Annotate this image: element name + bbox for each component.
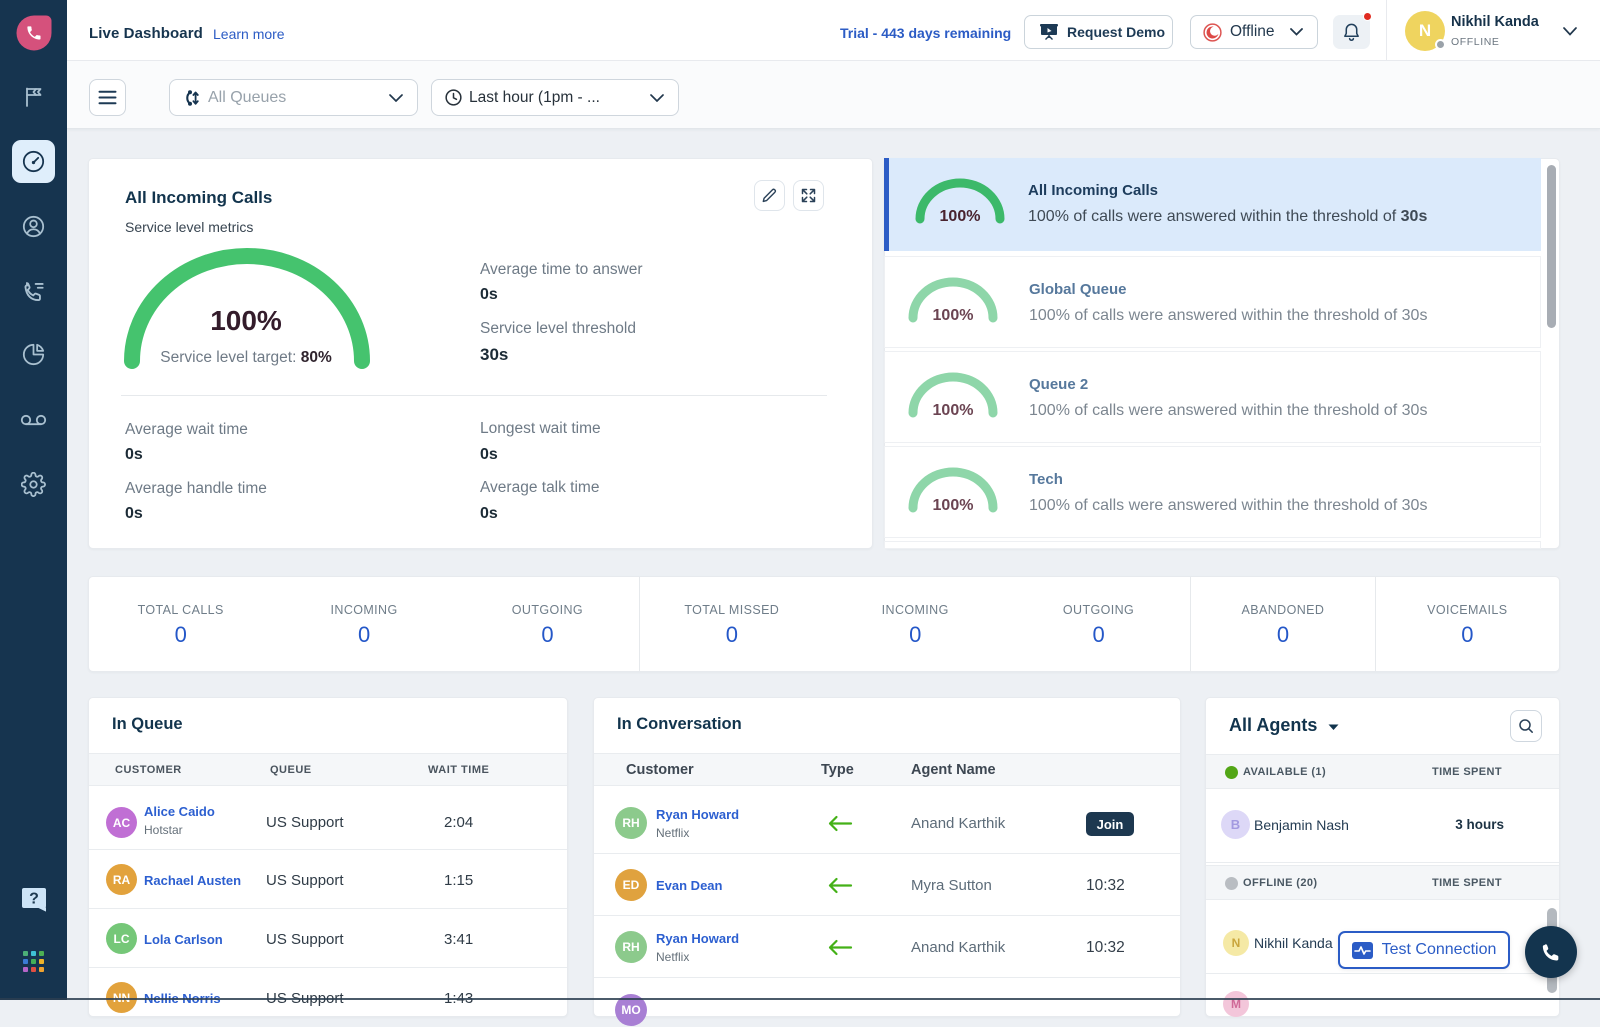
svg-text:100%: 100%	[933, 402, 974, 419]
svg-text:?: ?	[29, 891, 39, 908]
svg-text:100%: 100%	[933, 307, 974, 324]
svg-text:100%: 100%	[940, 208, 981, 225]
svg-text:100%: 100%	[933, 497, 974, 514]
